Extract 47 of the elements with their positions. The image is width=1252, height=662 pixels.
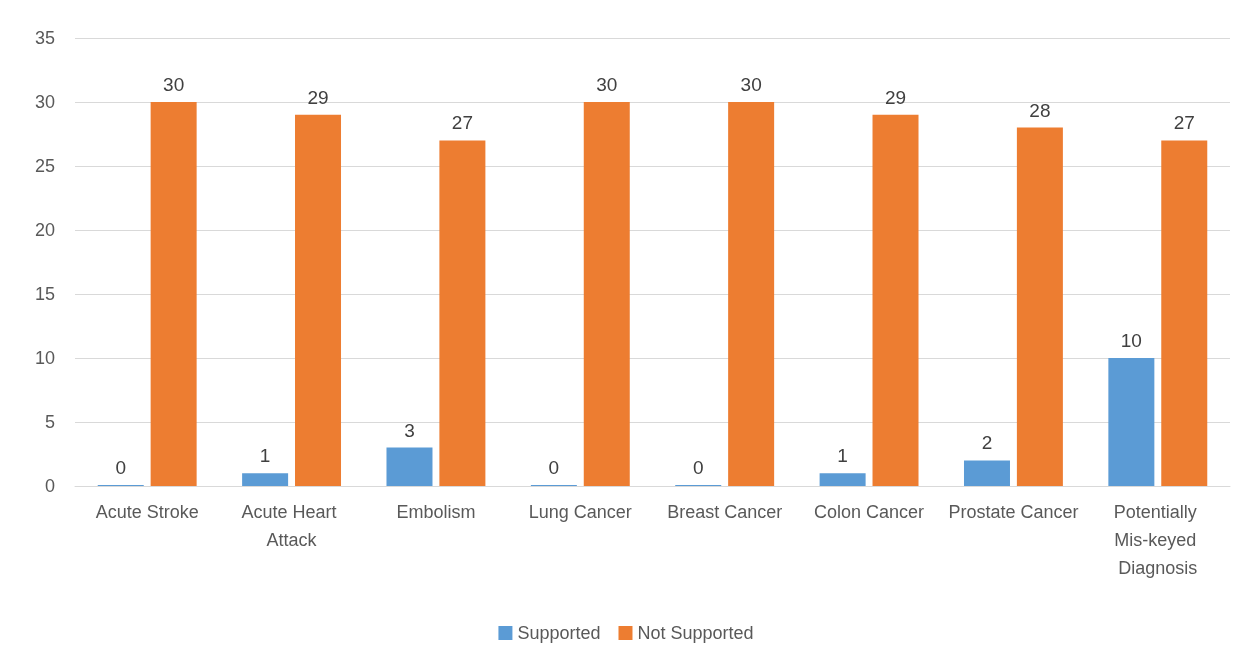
y-tick-label: 30	[34, 92, 55, 112]
data-label: 28	[1029, 99, 1051, 121]
bar	[1016, 127, 1063, 486]
x-tick-label: Acute Heart Attack	[241, 502, 342, 550]
bar	[439, 140, 486, 486]
bar	[583, 102, 630, 486]
legend-label: Supported	[517, 623, 601, 643]
bar	[872, 114, 919, 486]
data-label: 30	[596, 74, 618, 95]
data-label: 30	[740, 74, 762, 95]
x-tick-label: Prostate Cancer	[948, 502, 1079, 522]
legend-label: Not Supported	[637, 623, 754, 643]
bar	[819, 473, 866, 486]
data-label: 1	[259, 445, 271, 467]
data-label: 10	[1120, 330, 1142, 351]
x-tick-label: Embolism	[396, 502, 476, 522]
x-tick-label: Colon Cancer	[814, 502, 925, 522]
y-tick-label: 5	[44, 412, 55, 432]
y-tick-label: 0	[44, 476, 55, 496]
data-label: 2	[981, 432, 993, 454]
y-tick-label: 15	[34, 284, 55, 304]
y-tick-label: 25	[34, 156, 55, 176]
x-tick-label: Potentially Mis-keyed Diagnosis	[1113, 502, 1202, 578]
data-label: 29	[307, 86, 329, 108]
bar	[1161, 140, 1208, 486]
x-tick-label: Breast Cancer	[667, 502, 783, 522]
x-tick-label: Acute Stroke	[95, 502, 199, 522]
data-label: 30	[163, 74, 185, 95]
data-label: 3	[404, 419, 415, 441]
data-label: 0	[548, 457, 560, 478]
bar	[150, 102, 197, 486]
data-label: 0	[692, 457, 704, 478]
data-label: 1	[837, 445, 848, 467]
x-tick-label: Lung Cancer	[528, 502, 632, 522]
bar	[295, 114, 342, 486]
data-label: 29	[884, 86, 907, 108]
bar	[728, 102, 775, 486]
y-tick-label: 10	[34, 348, 55, 368]
bar	[242, 473, 289, 486]
y-tick-label: 20	[34, 220, 55, 240]
bar	[386, 447, 433, 486]
bar	[1108, 358, 1155, 486]
data-label: 27	[451, 112, 473, 134]
y-tick-label: 35	[34, 28, 55, 48]
bar	[963, 460, 1010, 486]
data-label: 0	[115, 457, 127, 478]
data-label: 27	[1173, 112, 1195, 134]
